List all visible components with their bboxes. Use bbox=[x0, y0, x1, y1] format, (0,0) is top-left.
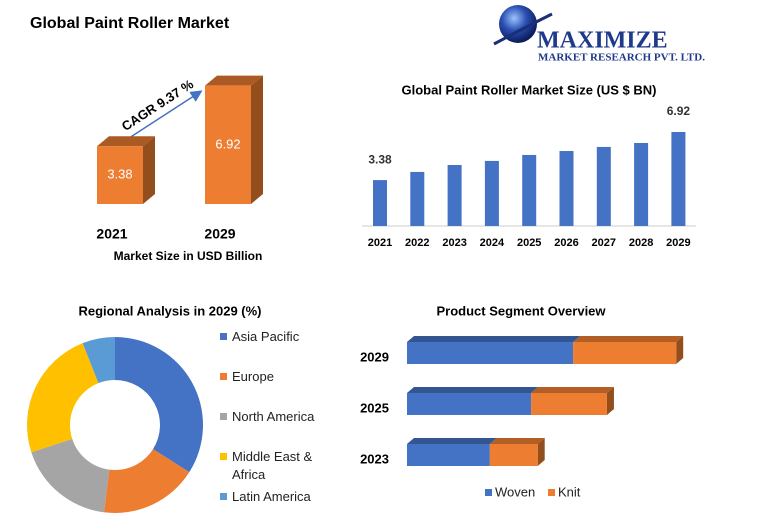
x-tick-label: 2028 bbox=[629, 237, 653, 249]
bar-top bbox=[407, 438, 497, 444]
x-tick-label: 2022 bbox=[405, 237, 429, 249]
bar-top bbox=[407, 336, 581, 342]
bar bbox=[522, 154, 537, 226]
bar bbox=[373, 180, 387, 226]
value-label: 3.38 bbox=[107, 167, 132, 182]
bar-segment bbox=[407, 393, 532, 415]
bar-segment bbox=[407, 444, 490, 466]
donut-slice bbox=[82, 337, 115, 384]
legend-swatch bbox=[220, 453, 227, 460]
x-tick-label: 2029 bbox=[204, 226, 235, 242]
donut-slice bbox=[103, 449, 190, 513]
legend-label: Latin America bbox=[232, 489, 311, 504]
legend-item: Middle East & Africa bbox=[220, 448, 324, 484]
x-tick-label: 2024 bbox=[480, 237, 505, 249]
cagr-arrow bbox=[125, 90, 203, 141]
bar bbox=[559, 151, 574, 226]
legend-swatch bbox=[485, 489, 492, 496]
bar-segment bbox=[489, 444, 538, 466]
legend-swatch bbox=[220, 413, 227, 420]
legend-item: Asia Pacific bbox=[220, 328, 324, 346]
bar bbox=[205, 85, 251, 204]
bar-top bbox=[489, 438, 545, 444]
bar-side bbox=[606, 387, 614, 415]
y-tick-label: 2029 bbox=[360, 349, 389, 364]
bar-top bbox=[407, 387, 539, 393]
bar-top bbox=[531, 387, 614, 393]
bar-top bbox=[97, 136, 155, 147]
legend-swatch bbox=[220, 493, 227, 500]
bar bbox=[671, 132, 686, 226]
chart-title: Global Paint Roller Market bbox=[30, 15, 230, 32]
legend-label: Woven bbox=[495, 484, 535, 499]
legend-item: Latin America bbox=[220, 488, 324, 506]
bar-top bbox=[573, 336, 684, 342]
x-tick-label: 2021 bbox=[96, 226, 127, 242]
x-tick-label: 2023 bbox=[442, 237, 466, 249]
x-tick-label: 2027 bbox=[592, 237, 616, 249]
donut-slice bbox=[115, 337, 204, 473]
logo-globe bbox=[499, 5, 537, 43]
bar bbox=[97, 146, 143, 204]
y-tick-label: 2023 bbox=[360, 451, 389, 466]
bar bbox=[410, 171, 425, 226]
bar-side bbox=[537, 438, 545, 466]
x-tick-label: 2029 bbox=[666, 237, 690, 249]
legend-item: Europe bbox=[220, 368, 324, 386]
logo-tagline: MARKET RESEARCH PVT. LTD. bbox=[538, 52, 705, 64]
value-label: 6.92 bbox=[215, 136, 240, 151]
legend-label: North America bbox=[232, 409, 315, 424]
x-tick-label: 2025 bbox=[517, 237, 541, 249]
logo-swoosh bbox=[493, 12, 553, 46]
x-axis-label: Market Size in USD Billion bbox=[114, 249, 263, 263]
bar-side bbox=[251, 75, 263, 204]
x-tick-label: 2026 bbox=[554, 237, 578, 249]
chart-title: Global Paint Roller Market Size (US $ BN… bbox=[402, 82, 657, 97]
logo-name: MAXIMIZE bbox=[537, 28, 668, 54]
legend-swatch bbox=[220, 333, 227, 340]
donut-slice bbox=[26, 343, 99, 453]
bar-side bbox=[143, 136, 155, 204]
chart-title: Product Segment Overview bbox=[436, 303, 606, 318]
bar-side bbox=[676, 336, 684, 364]
bar-top bbox=[205, 75, 263, 86]
donut-legend: Asia Pacific Europe North America Middle Ea… bbox=[220, 328, 330, 528]
annotation: CAGR 9.37 % bbox=[119, 76, 197, 134]
bar bbox=[484, 160, 499, 226]
legend-label: Asia Pacific bbox=[232, 329, 300, 344]
bar bbox=[634, 143, 649, 226]
legend-label: Europe bbox=[232, 369, 274, 384]
bar bbox=[596, 146, 611, 226]
legend-item: North America bbox=[220, 408, 324, 426]
x-tick-label: 2021 bbox=[368, 237, 392, 249]
bar-segment bbox=[531, 393, 607, 415]
value-label: 6.92 bbox=[667, 104, 691, 118]
legend-label: Middle East & Africa bbox=[232, 449, 313, 482]
y-tick-label: 2025 bbox=[360, 400, 389, 415]
chart-title: Regional Analysis in 2029 (%) bbox=[78, 303, 261, 318]
bar-segment bbox=[573, 342, 677, 364]
legend-label: Knit bbox=[558, 484, 581, 499]
bar-segment bbox=[407, 342, 574, 364]
legend-swatch bbox=[548, 489, 555, 496]
donut-slice bbox=[31, 438, 110, 513]
bar bbox=[447, 165, 462, 226]
value-label: 3.38 bbox=[368, 152, 392, 166]
legend-swatch bbox=[220, 373, 227, 380]
